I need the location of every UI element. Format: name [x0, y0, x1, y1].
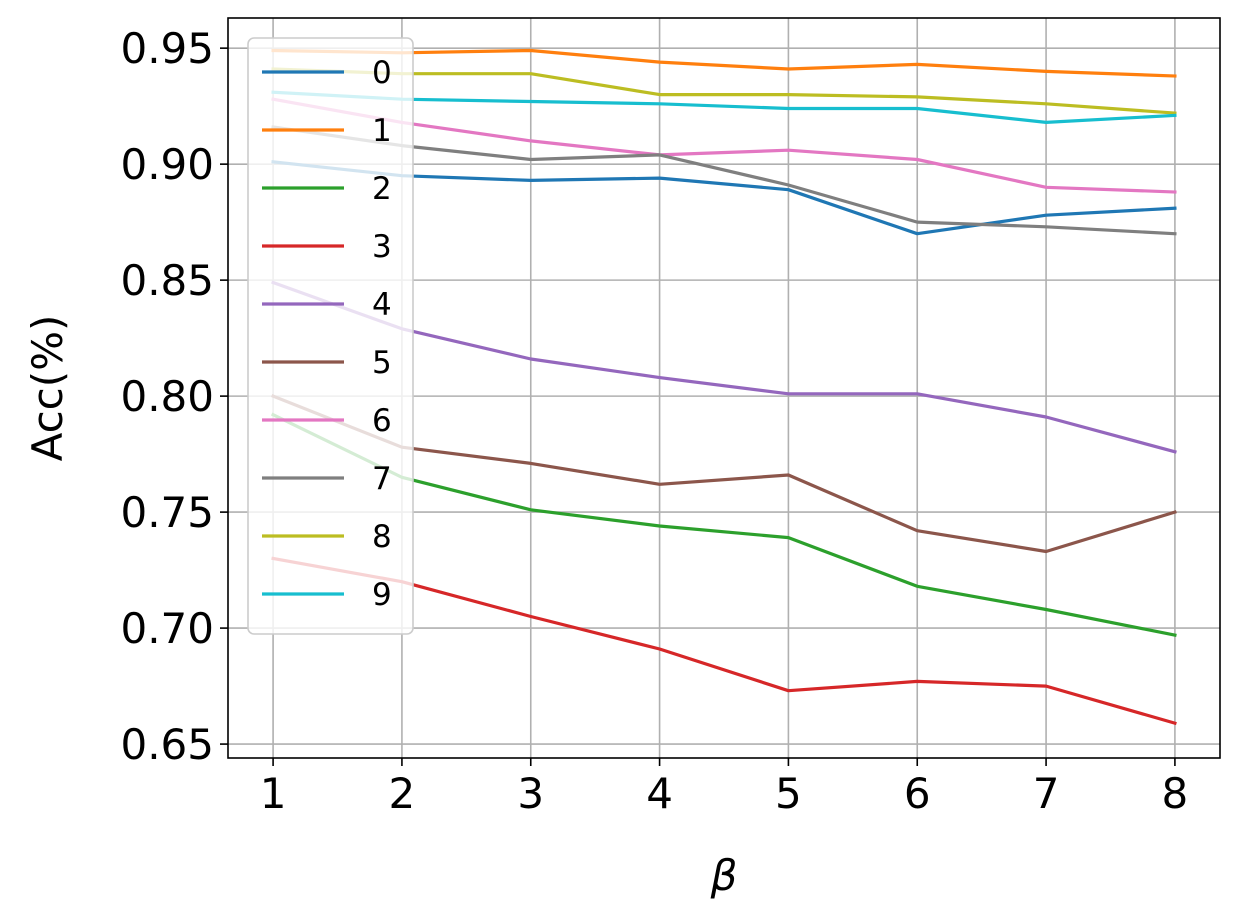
series-line-3: [271, 556, 1177, 726]
series-line-9: [271, 90, 1177, 125]
series-line-1: [271, 48, 1177, 78]
tick-layer: 1 2 3 4 5 6 7 8 0.65 0.70 0.75 0.80 0.85 0.90 0.95: [120, 24, 1188, 818]
legend: 0 1 2 3 4 5 6 7 8 9: [247, 37, 414, 635]
x-tick-label: 4: [646, 769, 673, 818]
series-line-4: [271, 280, 1177, 454]
series-line-6: [271, 97, 1177, 194]
legend-label-4: 4: [372, 287, 392, 323]
legend-label-8: 8: [372, 519, 392, 555]
series-line-2: [270, 412, 1177, 637]
y-tick-label: 0.80: [120, 372, 214, 421]
x-tick-label: 5: [775, 769, 802, 818]
y-tick-label: 0.90: [120, 140, 214, 189]
y-axis-label: Acc(%): [23, 315, 72, 462]
y-tick-label: 0.85: [120, 256, 214, 305]
x-tick-label: 1: [260, 769, 287, 818]
y-tick-label: 0.70: [120, 604, 214, 653]
x-tick-label: 6: [904, 769, 931, 818]
legend-label-6: 6: [372, 403, 392, 439]
x-tick-label: 7: [1033, 769, 1060, 818]
legend-label-2: 2: [372, 171, 392, 207]
y-tick-label: 0.65: [120, 720, 214, 769]
legend-label-0: 0: [372, 55, 392, 91]
plot-area-frame: [227, 17, 1221, 759]
legend-label-7: 7: [372, 461, 392, 497]
y-tick-label: 0.95: [120, 24, 214, 73]
legend-label-1: 1: [372, 113, 392, 149]
x-tick-label: 8: [1162, 769, 1189, 818]
x-tick-label: 3: [517, 769, 544, 818]
series-line-0: [271, 160, 1177, 236]
x-axis-label: β: [710, 851, 738, 900]
series-line-7: [271, 125, 1177, 236]
series-line-5: [271, 394, 1177, 554]
legend-label-3: 3: [372, 229, 392, 265]
y-tick-label: 0.75: [120, 488, 214, 537]
legend-label-9: 9: [372, 577, 392, 613]
legend-label-5: 5: [372, 345, 392, 381]
series-layer: [270, 48, 1177, 726]
series-line-8: [271, 67, 1177, 115]
x-tick-label: 2: [389, 769, 416, 818]
